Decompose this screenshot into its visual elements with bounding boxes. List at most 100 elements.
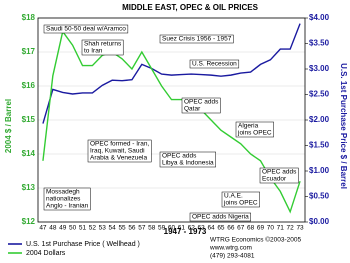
annotation-text: to Iran <box>84 48 103 55</box>
annotation-box <box>159 151 216 168</box>
annotation-box <box>81 39 124 56</box>
x-tick-label: 51 <box>79 225 87 232</box>
annotation-text: joins OPEC <box>223 200 258 207</box>
x-tick-label: 56 <box>128 225 136 232</box>
annotation-text: U.S. Recession <box>192 61 237 68</box>
annotation: OPEC adds Nigeria <box>189 212 251 222</box>
x-tick-label: 58 <box>148 225 156 232</box>
annotation: OPEC formed - Iran,Iraq, Kuwait, SaudiAr… <box>87 139 152 163</box>
x-tick-label: 59 <box>158 225 166 232</box>
x-tick-label: 68 <box>247 225 255 232</box>
x-axis-title: 1947 - 1973 <box>164 227 207 236</box>
y2-tick-label: $1.00 <box>309 166 330 175</box>
footer-text: (479) 293-4081 <box>210 253 255 260</box>
y2-tick-label: $1.50 <box>309 141 330 150</box>
annotation-text: nationalizes <box>46 196 81 203</box>
annotation-box <box>159 34 234 44</box>
x-tick-label: 62 <box>188 225 196 232</box>
y2-axis-title: U.S. 1st Purchase Price $ / Barrel <box>339 63 348 189</box>
x-tick-label: 52 <box>89 225 97 232</box>
annotation-box <box>189 212 251 222</box>
x-tick-label: 70 <box>267 225 275 232</box>
annotation-text: Suez Crisis 1956 - 1957 <box>162 36 232 43</box>
annotation-text: Libya & Indonesia <box>162 160 214 167</box>
legend-label: 2004 Dollars <box>26 250 66 257</box>
annotation: Suez Crisis 1956 - 1957 <box>159 34 234 44</box>
annotation-text: OPEC adds <box>162 153 197 160</box>
annotation-text: OPEC adds Nigeria <box>192 214 249 221</box>
x-tick-label: 55 <box>118 225 126 232</box>
legend-label: U.S. 1st Purchase Price ( Wellhead ) <box>26 241 140 248</box>
annotation-box <box>259 167 299 184</box>
y2-tick-label: $2.00 <box>309 115 330 124</box>
y-axis-title: 2004 $ / Barrel <box>4 99 13 153</box>
series-line <box>42 23 301 124</box>
footer-text: www.wtrg.com <box>209 245 252 252</box>
annotation-text: Arabia & Venezuela <box>90 155 147 162</box>
y-tick-label: $14 <box>22 149 36 158</box>
x-tick-label: 53 <box>99 225 107 232</box>
annotation-box <box>181 97 221 114</box>
annotation-box <box>221 191 260 208</box>
annotation-text: U.A.E. <box>224 193 243 200</box>
x-tick-label: 54 <box>109 225 117 232</box>
x-tick-label: 47 <box>39 225 47 232</box>
annotation-text: Qatar <box>184 106 201 113</box>
annotation-box <box>43 187 91 211</box>
annotation-box <box>189 59 240 69</box>
annotation: U.S. Recession <box>189 59 240 69</box>
annotation-text: Saudi 50-50 deal w/Aramco <box>46 26 126 33</box>
chart-title: MIDDLE EAST, OPEC & OIL PRICES <box>122 3 259 12</box>
annotation-box <box>235 121 274 138</box>
plot-frame <box>37 17 306 223</box>
y-tick-label: $17 <box>22 47 36 56</box>
x-tick-label: 50 <box>69 225 77 232</box>
x-tick-label: 64 <box>207 225 215 232</box>
annotation-text: Iraq, Kuwait, Saudi <box>90 148 145 155</box>
y2-tick-label: $2.50 <box>309 90 330 99</box>
annotation: U.A.E.joins OPEC <box>221 191 260 208</box>
x-tick-label: 57 <box>138 225 146 232</box>
y2-tick-label: $0.50 <box>309 192 330 201</box>
annotation-box <box>87 139 152 163</box>
annotation-text: Shah returns <box>84 41 122 48</box>
y-tick-label: $13 <box>22 183 36 192</box>
annotation-text: Anglo - Iranian <box>46 203 89 210</box>
x-tick-label: 48 <box>49 225 57 232</box>
x-tick-label: 73 <box>296 225 304 232</box>
annotation-text: joins OPEC <box>237 130 272 137</box>
x-tick-label: 49 <box>59 225 67 232</box>
footer-text: WTRG Economics ©2003-2005 <box>210 236 302 244</box>
y-tick-label: $12 <box>22 217 36 226</box>
annotation-text: Mossadegh <box>46 189 80 196</box>
x-tick-label: 66 <box>227 225 235 232</box>
y-tick-label: $16 <box>22 81 36 90</box>
annotation: Saudi 50-50 deal w/Aramco <box>43 24 129 34</box>
x-tick-label: 67 <box>237 225 245 232</box>
y-tick-label: $18 <box>22 13 36 22</box>
x-tick-label: 71 <box>277 225 285 232</box>
y2-tick-label: $0.00 <box>309 217 330 226</box>
y-tick-label: $15 <box>22 115 36 124</box>
annotation-text: OPEC adds <box>262 169 297 176</box>
y2-tick-label: $3.50 <box>309 39 330 48</box>
x-tick-label: 65 <box>217 225 225 232</box>
series-line <box>42 29 301 214</box>
y2-tick-label: $3.00 <box>309 64 330 73</box>
annotation-text: OPEC formed - Iran, <box>90 141 149 148</box>
annotation-text: OPEC adds <box>184 99 219 106</box>
annotation-text: Ecuador <box>262 176 287 183</box>
x-tick-label: 69 <box>257 225 265 232</box>
y2-tick-label: $4.00 <box>309 13 330 22</box>
x-tick-label: 63 <box>198 225 206 232</box>
annotation-box <box>43 24 129 34</box>
x-tick-label: 61 <box>178 225 186 232</box>
x-tick-label: 60 <box>168 225 176 232</box>
annotation-text: Algeria <box>238 123 259 130</box>
